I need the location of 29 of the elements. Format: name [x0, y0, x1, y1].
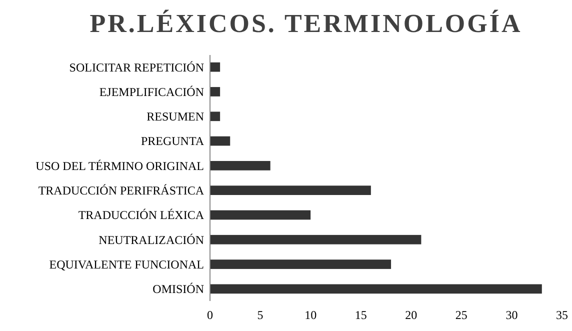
y-tick-label: USO DEL TÉRMINO ORIGINAL	[36, 158, 204, 173]
bar	[210, 87, 220, 96]
x-tick-label: 25	[455, 308, 468, 322]
y-tick-label: EQUIVALENTE FUNCIONAL	[49, 257, 204, 272]
x-tick-label: 35	[556, 308, 568, 322]
chart-title: PR.LÉXICOS. TERMINOLOGÍA	[90, 9, 522, 38]
x-tick-label: 30	[506, 308, 518, 322]
bar	[210, 136, 230, 146]
x-tick-label: 0	[207, 308, 213, 322]
y-tick-label: NEUTRALIZACIÓN	[98, 232, 204, 247]
x-tick-label: 15	[354, 308, 367, 322]
y-tick-label: RESUMEN	[146, 110, 204, 124]
y-tick-label: PREGUNTA	[140, 134, 204, 148]
bar	[210, 160, 270, 170]
y-tick-label: EJEMPLIFICACIÓN	[99, 84, 204, 99]
bar	[210, 112, 220, 122]
bar	[210, 186, 371, 196]
x-tick-label: 10	[304, 308, 317, 322]
bar	[210, 260, 392, 269]
x-tick-label: 5	[257, 308, 264, 322]
y-tick-label: TRADUCCIÓN PERIFRÁSTICA	[38, 184, 204, 198]
bar	[210, 210, 311, 220]
bar	[210, 234, 422, 244]
y-tick-label: OMISIÓN	[152, 282, 204, 296]
y-tick-label: TRADUCCIÓN LÉXICA	[78, 208, 204, 222]
bar	[210, 62, 220, 72]
bar	[210, 284, 542, 294]
x-tick-label: 20	[405, 308, 418, 322]
y-tick-label: SOLICITAR REPETICIÓN	[69, 60, 204, 74]
